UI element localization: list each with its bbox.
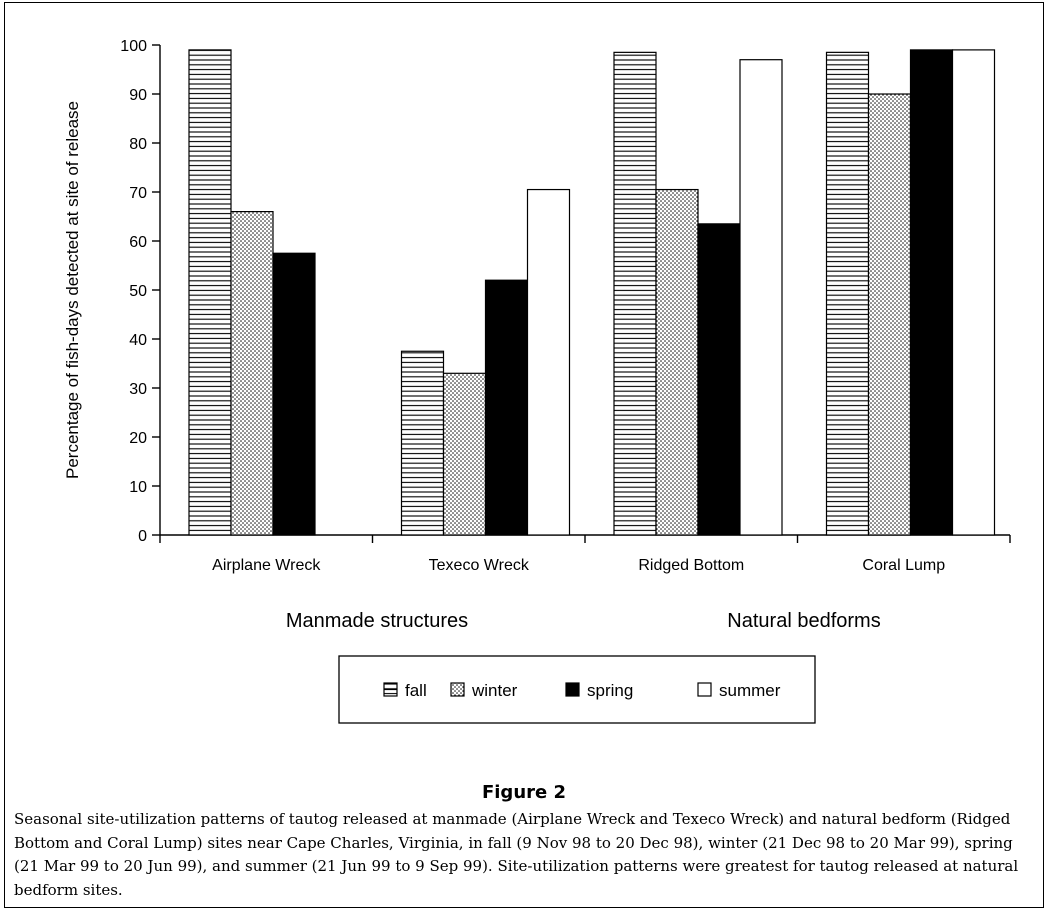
bar-summer — [739, 59, 783, 536]
legend-item-summer: summer — [697, 681, 781, 700]
category-labels: Airplane Wreck Texeco Wreck Ridged Bottom C… — [212, 557, 945, 574]
bar-fall — [188, 49, 232, 536]
bar-spring — [484, 279, 529, 536]
bar-fall — [613, 51, 657, 536]
legend-label: summer — [719, 681, 781, 700]
y-tick-label: 50 — [129, 283, 147, 300]
figure-frame — [4, 2, 1044, 908]
bar-spring — [272, 252, 316, 536]
y-tick-label: 10 — [129, 479, 147, 496]
bar-summer — [526, 188, 571, 536]
category-label: Coral Lump — [862, 557, 945, 574]
category-label: Airplane Wreck — [212, 557, 321, 574]
y-tick-label: 70 — [129, 185, 147, 202]
bar-winter — [655, 188, 699, 536]
figure-caption: Seasonal site-utilization patterns of ta… — [14, 810, 1019, 899]
bar-summer — [951, 49, 996, 536]
legend-label: fall — [405, 681, 427, 700]
group-label-natural: Natural bedforms — [727, 610, 880, 632]
figure-title: Figure 2 — [481, 782, 567, 803]
bar-chart: Percentage of fish-days detected at site… — [63, 38, 1011, 724]
bar-winter — [867, 93, 912, 536]
y-tick-label: 0 — [138, 528, 147, 545]
legend: fall winter spring summer — [338, 655, 816, 724]
y-tick-label: 100 — [120, 38, 147, 55]
bar-spring — [697, 223, 741, 536]
bars — [188, 49, 996, 536]
group-label-manmade: Manmade structures — [286, 610, 468, 632]
y-axis-title: Percentage of fish-days detected at site… — [63, 101, 82, 479]
bar-winter — [230, 211, 274, 536]
bar-fall — [825, 51, 870, 536]
y-tick-label: 60 — [129, 234, 147, 251]
category-label: Texeco Wreck — [429, 557, 530, 574]
legend-label: winter — [471, 681, 518, 700]
legend-item-winter: winter — [450, 681, 518, 700]
legend-label: spring — [587, 681, 633, 700]
x-ticks — [159, 535, 1011, 543]
bar-fall — [400, 350, 445, 536]
y-tick-label: 20 — [129, 430, 147, 447]
y-tick-label: 30 — [129, 381, 147, 398]
y-ticks: 0 10 20 30 40 50 60 70 80 90 100 — [120, 38, 160, 545]
legend-item-fall: fall — [383, 681, 427, 700]
legend-swatch — [565, 682, 580, 697]
legend-swatch — [450, 682, 465, 697]
y-tick-label: 80 — [129, 136, 147, 153]
y-tick-label: 90 — [129, 87, 147, 104]
y-tick-label: 40 — [129, 332, 147, 349]
legend-item-spring: spring — [565, 681, 633, 700]
bar-spring — [909, 49, 954, 536]
bar-winter — [442, 372, 487, 536]
legend-swatch — [697, 682, 712, 697]
category-label: Ridged Bottom — [638, 557, 744, 574]
